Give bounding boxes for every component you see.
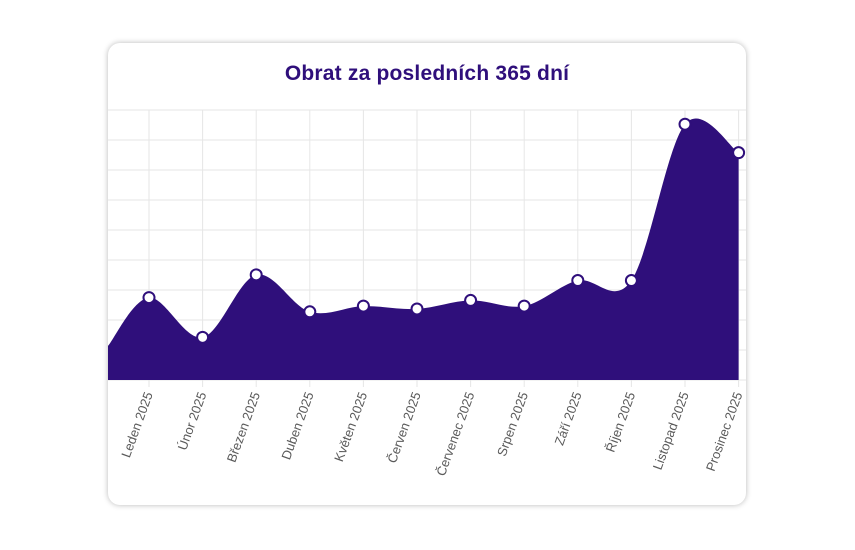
x-tick-label: Únor 2025 — [175, 390, 210, 452]
chart-card: Obrat za posledních 365 dní Leden 2025 Ún… — [108, 43, 746, 505]
x-tick-label: Leden 2025 — [118, 390, 156, 460]
data-point[interactable] — [356, 299, 370, 313]
area-fill — [108, 118, 739, 381]
x-tick-label: Červen 2025 — [384, 390, 424, 465]
x-tick-label: Září 2025 — [551, 390, 584, 447]
data-point[interactable] — [732, 146, 746, 160]
data-point[interactable] — [624, 274, 638, 288]
data-point[interactable] — [410, 302, 424, 316]
data-point[interactable] — [678, 117, 692, 131]
x-tick-label: Březen 2025 — [224, 390, 263, 464]
x-axis-labels: Leden 2025 Únor 2025 Březen 2025 Duben 2025… — [118, 390, 745, 478]
x-tick-label: Listopad 2025 — [650, 390, 692, 472]
x-tick-label: Duben 2025 — [278, 390, 316, 462]
data-point[interactable] — [517, 299, 531, 313]
data-point[interactable] — [142, 291, 156, 305]
x-tick-label: Prosinec 2025 — [703, 390, 746, 473]
x-tick-label: Říjen 2025 — [603, 390, 639, 454]
data-point[interactable] — [571, 274, 585, 288]
chart-title: Obrat za posledních 365 dní — [284, 62, 570, 85]
data-point[interactable] — [196, 330, 210, 344]
x-tick-label: Srpen 2025 — [494, 390, 531, 458]
x-tick-label: Květen 2025 — [331, 390, 370, 464]
data-point[interactable] — [303, 305, 317, 319]
data-points — [142, 117, 746, 344]
data-point[interactable] — [249, 268, 263, 282]
data-point[interactable] — [464, 293, 478, 307]
x-tick-label: Červenec 2025 — [433, 390, 477, 478]
chart-svg: Leden 2025 Únor 2025 Březen 2025 Duben 2025… — [108, 109, 746, 478]
